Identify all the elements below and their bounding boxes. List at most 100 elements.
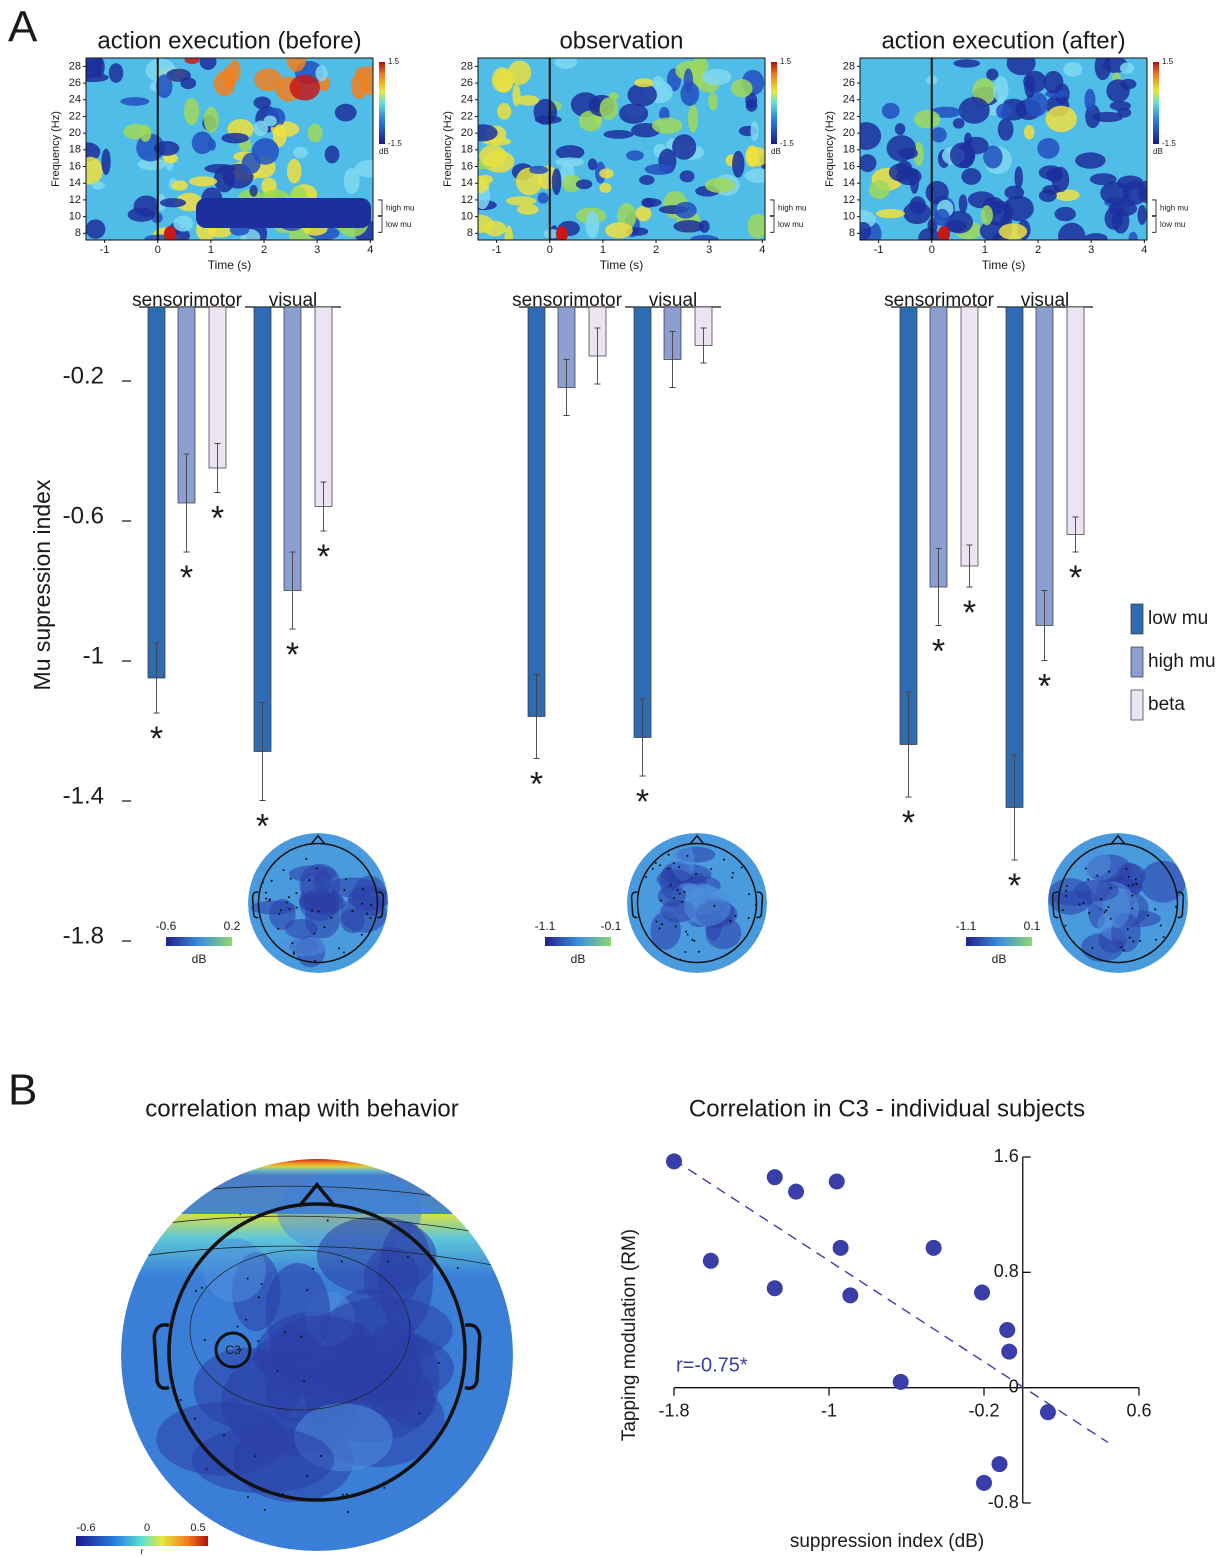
electrode — [1131, 908, 1133, 910]
colorbar — [76, 1536, 208, 1546]
spectrogram-blob — [1014, 166, 1023, 189]
y-tick-label: 24 — [69, 94, 81, 106]
electrode — [1135, 883, 1137, 885]
x-tick-label: -1 — [821, 1400, 837, 1420]
electrode — [418, 1413, 420, 1415]
colorbar-label: dB — [1153, 147, 1163, 156]
spectrogram-blob — [959, 97, 990, 124]
topo-blob — [352, 876, 387, 916]
spectrogram-blob — [1090, 173, 1117, 185]
electrode — [660, 899, 662, 901]
spectrogram-blob — [605, 222, 633, 238]
band-label: low mu — [1160, 220, 1185, 229]
electrode — [723, 859, 725, 861]
y-tick-label: 0.8 — [994, 1261, 1019, 1281]
electrode — [180, 1399, 182, 1401]
x-tick-label: 4 — [1141, 244, 1147, 256]
electrode — [1160, 925, 1162, 927]
scatter-point — [767, 1169, 783, 1185]
panel-label: B — [8, 1066, 37, 1115]
electrode — [293, 953, 295, 955]
spectrogram-blob — [492, 67, 514, 92]
electrode — [1087, 879, 1089, 881]
electrode — [257, 1340, 259, 1342]
colorbar-label: dB — [192, 952, 207, 966]
spectrogram-blob — [184, 98, 199, 126]
y-tick-label: 28 — [69, 60, 81, 72]
spectrogram-blob — [538, 192, 549, 203]
spectrogram-blob — [909, 196, 926, 214]
electrode — [659, 864, 661, 866]
electrode — [1105, 909, 1107, 911]
y-tick-label: 10 — [69, 211, 81, 223]
colorbar-tick-label: -0.6 — [77, 1522, 96, 1534]
y-axis-label: Tapping modulation (RM) — [619, 1229, 640, 1441]
spectrogram-blob — [335, 104, 357, 122]
electrode — [1139, 940, 1141, 942]
x-tick-label: 2 — [1035, 244, 1041, 256]
electrode — [1088, 912, 1090, 914]
spectrogram-blob — [895, 123, 905, 135]
colorbar-tick-label: -1.1 — [535, 919, 556, 933]
electrode — [311, 910, 313, 912]
topomap — [121, 1159, 513, 1551]
significance-marker: * — [963, 594, 976, 632]
electrode — [265, 892, 267, 894]
topomap-small — [248, 833, 391, 973]
chart-title: action execution (before) — [97, 27, 361, 54]
chart-title: Correlation in C3 - individual subjects — [689, 1095, 1085, 1122]
electrode — [194, 1418, 196, 1420]
spectrogram-blob — [120, 97, 149, 106]
spectrogram-blob — [1024, 125, 1034, 139]
electrode — [338, 947, 340, 949]
electrode — [652, 868, 654, 870]
y-tick-label: 18 — [461, 144, 473, 156]
spectrogram-blob — [746, 147, 767, 166]
x-tick-label: -1.8 — [658, 1400, 689, 1420]
colorbar-tick-label: -0.6 — [156, 919, 177, 933]
electrode — [255, 1455, 257, 1457]
electrode — [278, 913, 280, 915]
x-tick-label: -1 — [492, 244, 502, 256]
spectrogram-blob — [931, 127, 947, 142]
electrode — [1131, 895, 1133, 897]
spectrogram-blob — [1037, 138, 1059, 159]
electrode — [691, 939, 693, 941]
electrode — [684, 891, 686, 893]
electrode — [748, 917, 750, 919]
y-tick-label: 12 — [843, 194, 855, 206]
electrode-label: C3 — [225, 1343, 241, 1357]
electrode — [685, 931, 687, 933]
electrode — [383, 1487, 385, 1489]
bar — [961, 307, 978, 566]
scatter-point — [703, 1253, 719, 1269]
bar — [315, 307, 332, 507]
electrode — [247, 1278, 249, 1280]
spectrogram-blob — [92, 182, 105, 190]
spectrogram-blob — [599, 183, 611, 193]
electrode — [265, 898, 267, 900]
y-tick-label: 26 — [69, 77, 81, 89]
topo-blob — [285, 919, 318, 939]
electrode — [713, 905, 715, 907]
significance-marker: * — [286, 636, 299, 674]
spectrogram-blob — [189, 176, 217, 186]
scatter-point — [829, 1174, 845, 1190]
spectrogram-blob — [1075, 152, 1105, 168]
electrode — [1128, 885, 1130, 887]
electrode — [698, 951, 700, 953]
electrode — [341, 1260, 343, 1262]
x-axis-label: Time (s) — [982, 258, 1026, 272]
electrode — [645, 876, 647, 878]
spectrogram-blob — [290, 75, 320, 101]
colorbar-tick-label: 0.1 — [1024, 919, 1041, 933]
significance-marker: * — [902, 804, 915, 842]
colorbar-tick-label: 0.5 — [190, 1522, 205, 1534]
spectrogram-blob — [308, 124, 323, 143]
spectrogram-blob — [229, 59, 241, 82]
spectrogram-blob — [751, 121, 759, 141]
electrode — [731, 877, 733, 879]
spectrogram-blob — [293, 147, 308, 159]
spectrogram-blob — [517, 95, 539, 105]
electrode — [295, 892, 297, 894]
